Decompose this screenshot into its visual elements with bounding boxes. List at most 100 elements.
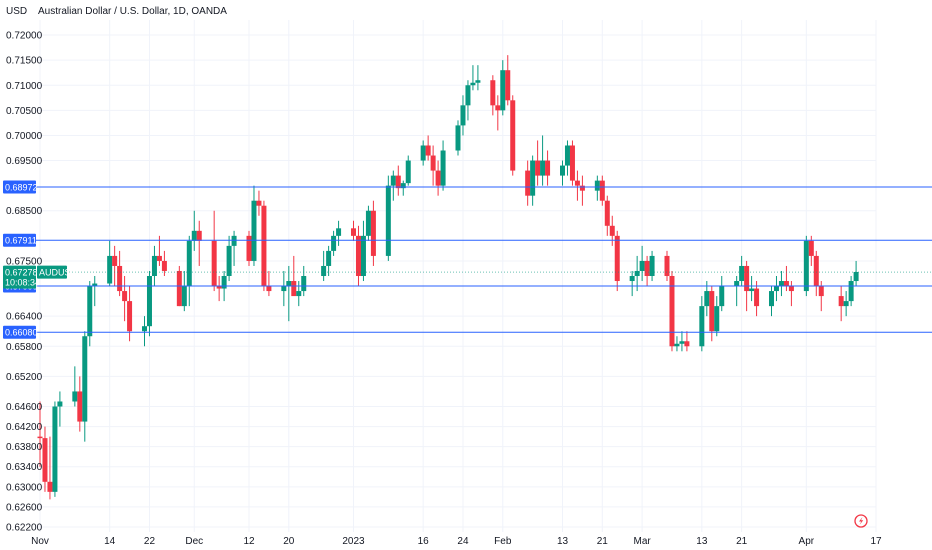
candle xyxy=(674,336,680,352)
candle xyxy=(664,250,670,282)
candle xyxy=(47,436,53,500)
candle xyxy=(351,220,356,241)
time-tick-label: 17 xyxy=(870,536,882,547)
candle-body xyxy=(351,228,356,236)
level-label: 0.66080 xyxy=(5,328,38,338)
candle xyxy=(634,255,640,292)
candle-body xyxy=(853,271,859,282)
candle xyxy=(395,165,401,196)
candle xyxy=(251,185,257,266)
candle-body xyxy=(435,170,441,186)
price-labels: 0.689720.679110.670000.660800.6727810:08… xyxy=(3,180,78,339)
candle xyxy=(151,245,157,287)
candle-body xyxy=(634,270,640,276)
time-tick-label: Mar xyxy=(634,536,652,547)
candle-body xyxy=(505,70,511,101)
level-label: 0.67911 xyxy=(5,236,37,246)
candle xyxy=(803,235,809,297)
price-tick-label: 0.65200 xyxy=(6,372,43,383)
candle xyxy=(161,250,167,276)
candle-body xyxy=(286,281,292,287)
candle-body xyxy=(778,281,784,287)
candle-body xyxy=(156,255,162,261)
candle xyxy=(261,200,267,292)
candle-body xyxy=(848,281,854,302)
candle-body xyxy=(117,265,123,292)
candle xyxy=(216,276,222,302)
candle-body xyxy=(226,245,232,276)
candle xyxy=(525,160,531,206)
last-price-label-bg xyxy=(3,265,36,289)
candle xyxy=(769,286,774,317)
candle-body xyxy=(176,270,182,307)
candle xyxy=(435,160,441,196)
candle xyxy=(211,210,217,292)
candle xyxy=(296,281,302,307)
candle-body xyxy=(754,288,760,307)
price-tick-label: 0.64200 xyxy=(6,422,43,433)
lightning-icon[interactable] xyxy=(854,514,868,528)
time-tick-label: Feb xyxy=(494,536,512,547)
candle-body xyxy=(639,260,645,271)
candle-body xyxy=(744,265,750,292)
candle-body xyxy=(231,235,237,246)
candle xyxy=(77,376,83,432)
candle-body xyxy=(719,286,725,307)
candle xyxy=(719,276,725,312)
candle xyxy=(460,95,466,136)
candle-body xyxy=(191,230,197,241)
level-label-bg xyxy=(3,180,36,194)
candle xyxy=(684,331,690,352)
candle-body xyxy=(370,210,376,256)
price-tick-label: 0.63400 xyxy=(6,462,43,473)
candle-body xyxy=(151,255,157,276)
candle-body xyxy=(355,235,361,276)
candle xyxy=(749,276,755,302)
price-scale[interactable]: 0.72000 0.71500 0.71000 0.70500 0.70000 0.695… xyxy=(6,31,43,534)
candle xyxy=(639,245,645,282)
candle xyxy=(425,135,431,161)
price-tick-label: 0.62200 xyxy=(6,522,43,533)
candle xyxy=(181,270,187,312)
candle-body xyxy=(769,291,774,307)
time-tick-label: Dec xyxy=(185,536,203,547)
candle-body xyxy=(142,326,147,332)
candle xyxy=(778,270,784,297)
candle xyxy=(301,265,307,297)
candle xyxy=(560,160,565,186)
candle-body xyxy=(296,291,302,297)
candle-body xyxy=(430,155,436,171)
candle xyxy=(773,276,779,302)
candle xyxy=(564,140,570,176)
time-tick-label: 20 xyxy=(283,536,295,547)
candle xyxy=(92,276,98,307)
candle-body xyxy=(540,160,546,176)
candle-body xyxy=(470,82,476,86)
symbol-label: AUDUSD xyxy=(39,267,78,277)
candle xyxy=(281,270,287,307)
candle-body xyxy=(495,105,501,111)
candle-body xyxy=(734,281,740,287)
candle-body xyxy=(420,145,426,161)
candle xyxy=(331,230,337,256)
candle-body xyxy=(72,391,78,402)
price-tick-label: 0.70000 xyxy=(6,131,43,142)
candle xyxy=(629,270,635,297)
time-tick-label: 16 xyxy=(418,536,430,547)
candle xyxy=(848,276,854,307)
candle xyxy=(669,270,675,352)
time-scale[interactable]: Nov 14 22 Dec 12 20 2023 16 24 Feb 13 21 Mar 13 21 Apr 1… xyxy=(31,536,882,547)
time-tick-label: 13 xyxy=(557,536,569,547)
level-label-bg xyxy=(3,233,36,247)
grid-layer xyxy=(36,20,877,532)
candle-body xyxy=(321,265,327,276)
candle xyxy=(505,55,511,106)
candle-body xyxy=(390,175,396,186)
candle-body xyxy=(440,150,446,186)
candle xyxy=(788,281,794,307)
candle xyxy=(186,235,192,307)
candle xyxy=(579,175,585,206)
candle-body xyxy=(525,170,531,196)
candle-body xyxy=(699,306,705,347)
